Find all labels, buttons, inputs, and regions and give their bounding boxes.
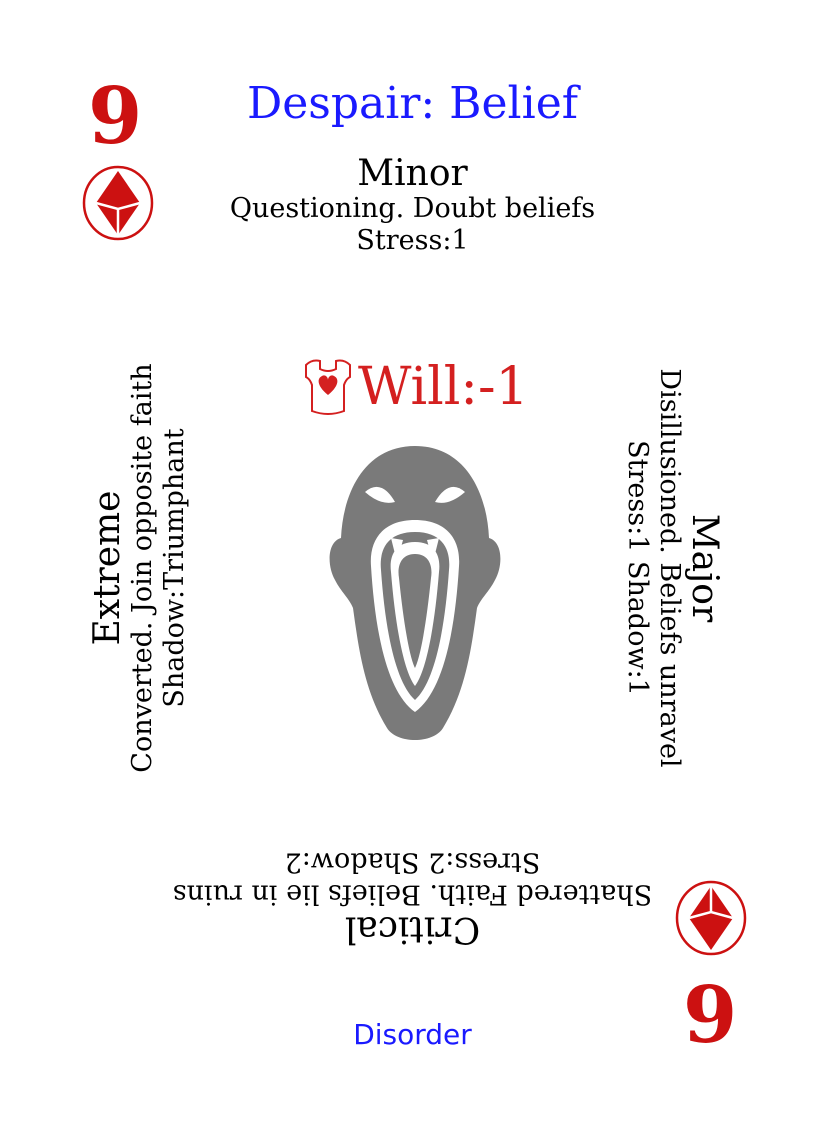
- will-text: Will:-1: [358, 357, 529, 417]
- card-title: Despair: Belief: [246, 78, 579, 129]
- rank-top: 9: [88, 71, 143, 162]
- screaming-face-icon: [325, 442, 505, 748]
- extreme-description: Converted. Join opposite faith: [126, 363, 158, 773]
- minor-heading: Minor: [357, 153, 468, 194]
- diamond-icon: [673, 880, 749, 956]
- major-heading: Major: [684, 513, 725, 623]
- extreme-heading: Extreme: [87, 490, 128, 646]
- minor-description: Questioning. Doubt beliefs: [229, 192, 596, 224]
- minor-section: Minor Questioning. Doubt beliefs Stress:…: [0, 155, 825, 258]
- will-modifier: Will:-1: [298, 355, 529, 419]
- disorder-label: Disorder: [353, 1018, 472, 1051]
- minor-stats: Stress:1: [356, 225, 469, 257]
- diamond-icon: [80, 165, 156, 241]
- major-description: Disillusioned. Beliefs unravel: [654, 368, 686, 768]
- major-section: Major Disillusioned. Beliefs unravel Str…: [613, 348, 725, 788]
- critical-stats: Stress:2 Shadow:2: [284, 846, 541, 878]
- extreme-stats: Shadow:Triumphant: [159, 428, 191, 708]
- major-stats: Stress:1 Shadow:1: [621, 440, 653, 696]
- heart-torso-icon: [298, 355, 358, 419]
- extreme-section: Extreme Converted. Join opposite faith S…: [87, 348, 199, 788]
